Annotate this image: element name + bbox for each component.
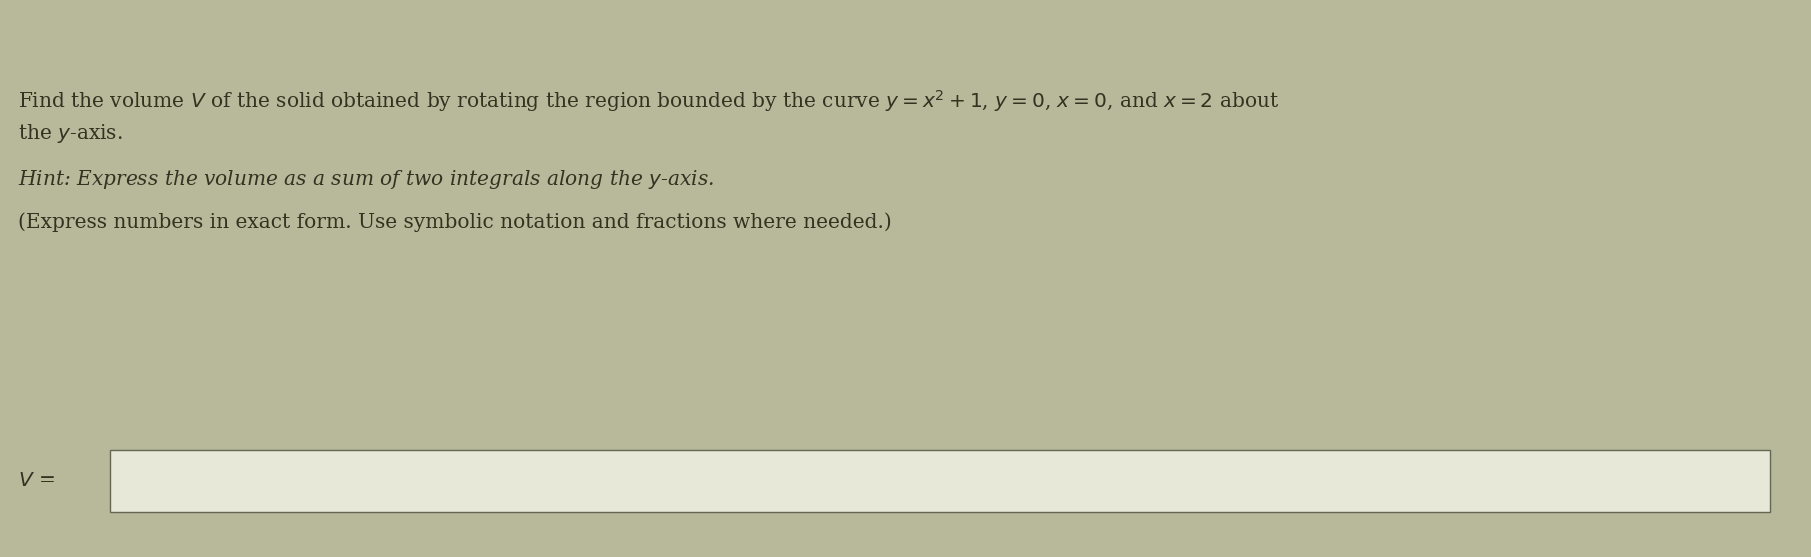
Text: Find the volume $V$ of the solid obtained by rotating the region bounded by the : Find the volume $V$ of the solid obtaine…	[18, 88, 1279, 114]
Text: $V$ =: $V$ =	[18, 471, 54, 490]
FancyBboxPatch shape	[110, 450, 1769, 512]
Text: (Express numbers in exact form. Use symbolic notation and fractions where needed: (Express numbers in exact form. Use symb…	[18, 212, 891, 232]
Text: Hint: Express the volume as a sum of two integrals along the $y$-axis.: Hint: Express the volume as a sum of two…	[18, 168, 714, 191]
Text: the $y$-axis.: the $y$-axis.	[18, 122, 123, 145]
